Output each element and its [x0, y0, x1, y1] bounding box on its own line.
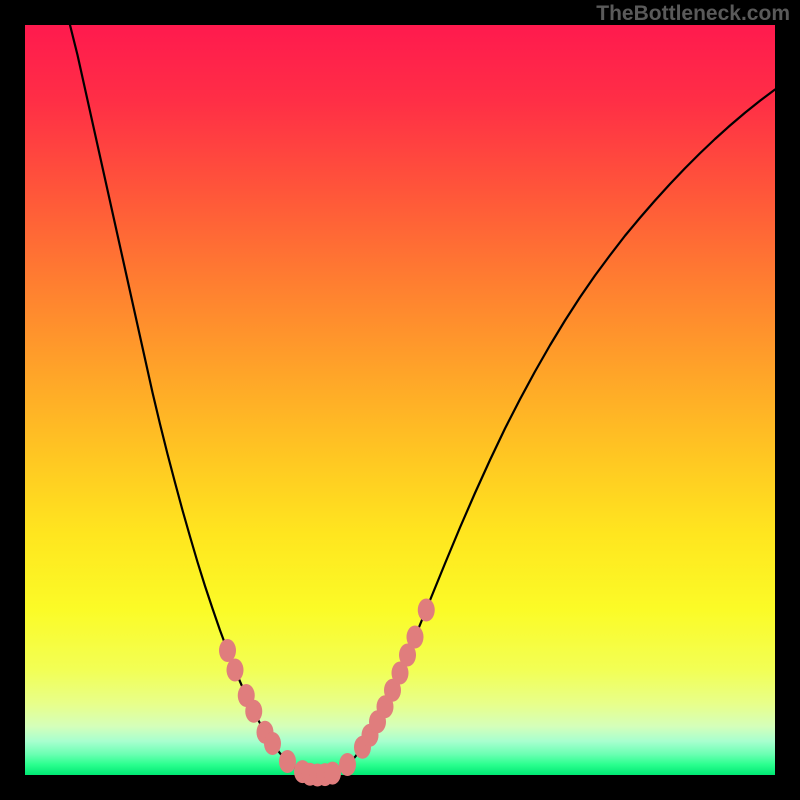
data-marker: [227, 659, 244, 682]
data-marker: [245, 700, 262, 723]
data-marker: [324, 762, 341, 785]
watermark-text: TheBottleneck.com: [596, 2, 790, 26]
chart-svg: [0, 0, 800, 800]
data-marker: [418, 599, 435, 622]
data-marker: [264, 732, 281, 755]
data-marker: [339, 753, 356, 776]
data-marker: [219, 639, 236, 662]
data-marker: [407, 626, 424, 649]
data-marker: [279, 750, 296, 773]
